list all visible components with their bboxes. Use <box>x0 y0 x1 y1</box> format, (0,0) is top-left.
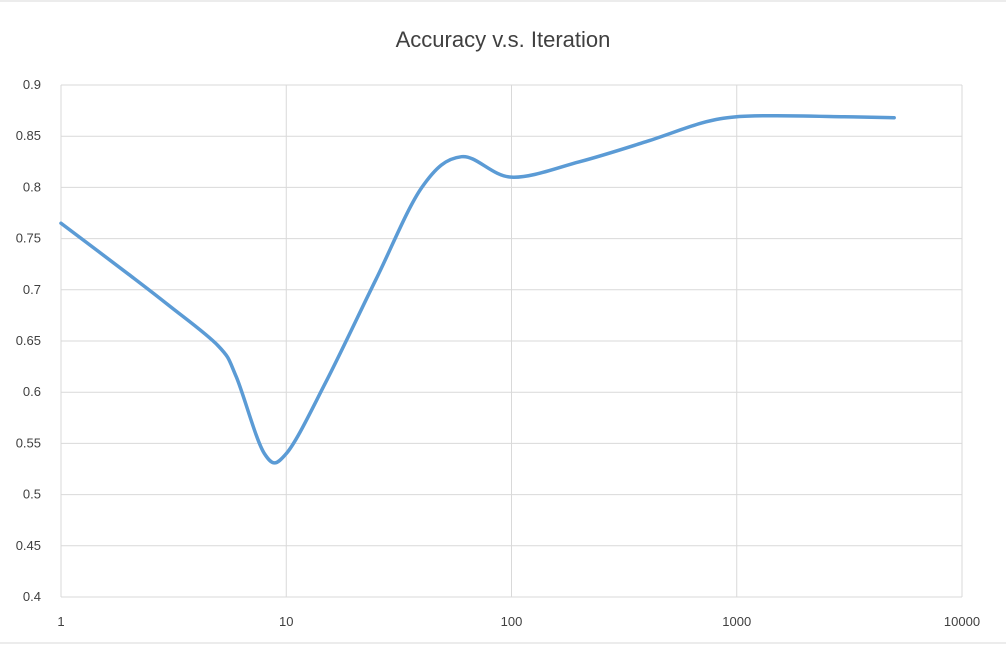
x-tick-label: 1000 <box>722 614 751 629</box>
y-tick-label: 0.9 <box>23 77 41 92</box>
chart-title: Accuracy v.s. Iteration <box>396 27 611 52</box>
x-tick-label: 10 <box>279 614 293 629</box>
y-tick-label: 0.8 <box>23 179 41 194</box>
y-tick-label: 0.6 <box>23 384 41 399</box>
series-line <box>59 113 896 465</box>
y-tick-label: 0.4 <box>23 589 41 604</box>
y-tick-label: 0.65 <box>16 333 41 348</box>
x-tick-label: 10000 <box>944 614 980 629</box>
y-tick-label: 0.75 <box>16 231 41 246</box>
x-axis-ticks: 1 10 100 1000 10000 <box>57 614 980 629</box>
y-tick-label: 0.45 <box>16 538 41 553</box>
x-tick-label: 100 <box>501 614 523 629</box>
y-tick-label: 0.55 <box>16 435 41 450</box>
x-tick-label: 1 <box>57 614 64 629</box>
gridlines <box>60 84 963 598</box>
series-group <box>59 113 896 465</box>
y-tick-label: 0.85 <box>16 128 41 143</box>
y-tick-label: 0.7 <box>23 282 41 297</box>
y-tick-label: 0.5 <box>23 487 41 502</box>
y-axis-ticks: 0.9 0.85 0.8 0.75 0.7 0.65 0.6 0.55 0.5 0.45 0.4 <box>16 77 41 604</box>
